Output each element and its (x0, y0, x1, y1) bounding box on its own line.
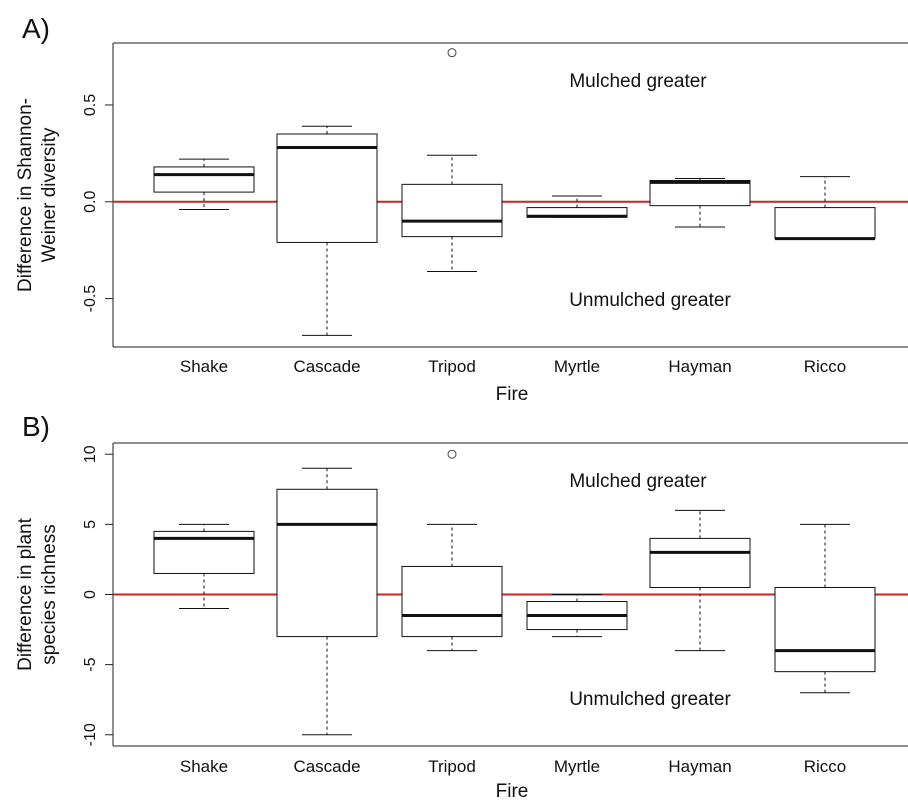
annotation-mulched: Mulched greater (569, 471, 707, 492)
y-axis-title: Difference in Shannon- (15, 98, 36, 292)
box-myrtle (526, 594, 628, 638)
x-tick-label: Shake (180, 757, 228, 776)
panel-b: B) -10 -5 0 5 10 Difference in plant species ri… (15, 411, 908, 802)
panel-a: A) -0.5 0.0 0.5 Difference in Shannon- Weiner… (15, 13, 908, 405)
x-tick-label: Ricco (804, 357, 847, 376)
annotation-unmulched: Unmulched greater (569, 689, 731, 710)
outlier-point (447, 449, 457, 459)
x-tick-label: Hayman (668, 757, 731, 776)
box-shake (153, 523, 255, 610)
box-iqr (774, 207, 876, 240)
y-axis-title: Difference in plant (15, 517, 36, 671)
box-iqr (774, 586, 876, 673)
box-ricco (774, 523, 876, 694)
y-tick-label: 0.0 (82, 191, 99, 213)
x-tick-label: Tripod (428, 757, 476, 776)
box-shake (153, 158, 255, 211)
box-cascade (276, 467, 378, 736)
box-iqr (649, 537, 751, 588)
box-myrtle (526, 195, 628, 218)
x-tick-label: Cascade (293, 357, 360, 376)
panel-label: A) (22, 13, 50, 44)
annotation-unmulched: Unmulched greater (569, 290, 731, 311)
y-tick-label: -10 (82, 723, 99, 746)
box-hayman (649, 509, 751, 652)
y-tick-label: 0.5 (82, 94, 99, 116)
y-tick-label: 0 (82, 590, 99, 599)
panel-label: B) (22, 411, 50, 442)
x-tick-label: Shake (180, 357, 228, 376)
box-iqr (401, 565, 503, 638)
y-axis-title: Weiner diversity (39, 127, 60, 262)
x-tick-label: Cascade (293, 757, 360, 776)
y-axis-title: species richness (39, 524, 60, 664)
box-hayman (649, 178, 751, 228)
box-iqr (401, 183, 503, 238)
box-cascade (276, 125, 378, 336)
y-tick-label: -5 (82, 657, 99, 671)
box-iqr (649, 179, 751, 207)
box-ricco (774, 176, 876, 241)
box-iqr (276, 488, 378, 638)
box-tripod (401, 449, 503, 652)
outlier-point (447, 48, 457, 58)
box-iqr (153, 166, 255, 193)
x-tick-label: Myrtle (554, 757, 600, 776)
x-tick-label: Myrtle (554, 357, 600, 376)
y-tick-label: -0.5 (82, 285, 99, 313)
box-iqr (276, 133, 378, 243)
x-axis-title: Fire (496, 384, 529, 405)
x-tick-label: Ricco (804, 757, 847, 776)
x-axis-title: Fire (496, 781, 529, 802)
y-tick-label: 5 (82, 520, 99, 529)
box-tripod (401, 48, 503, 272)
x-tick-label: Hayman (668, 357, 731, 376)
y-tick-label: 10 (82, 445, 99, 463)
annotation-mulched: Mulched greater (569, 71, 707, 92)
x-tick-label: Tripod (428, 357, 476, 376)
